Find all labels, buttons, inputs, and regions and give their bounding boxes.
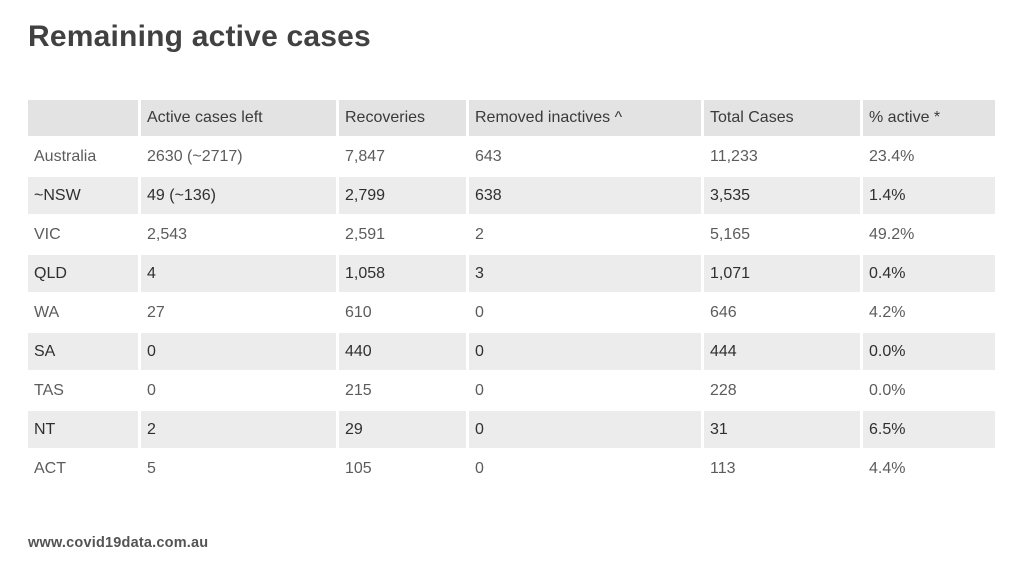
region-cell: ACT	[28, 448, 138, 487]
header-row: Active cases left Recoveries Removed ina…	[28, 100, 995, 136]
table-row-vic: VIC 2,543 2,591 2 5,165 49.2%	[28, 214, 995, 253]
total-cases-cell: 646	[701, 292, 860, 331]
active-cases-cell: 49 (~136)	[138, 175, 336, 214]
active-cases-cell: 2	[138, 409, 336, 448]
active-cases-cell: 2,543	[138, 214, 336, 253]
page-title: Remaining active cases	[28, 20, 371, 53]
active-cases-cell: 5	[138, 448, 336, 487]
table-row-nsw: ~NSW 49 (~136) 2,799 638 3,535 1.4%	[28, 175, 995, 214]
column-header-active-cases-left: Active cases left	[138, 100, 336, 136]
removed-inactives-cell: 638	[466, 175, 701, 214]
total-cases-cell: 3,535	[701, 175, 860, 214]
pct-active-cell: 6.5%	[860, 409, 995, 448]
pct-active-cell: 4.2%	[860, 292, 995, 331]
region-cell: Australia	[28, 136, 138, 175]
table-row-qld: QLD 4 1,058 3 1,071 0.4%	[28, 253, 995, 292]
table-row-tas: TAS 0 215 0 228 0.0%	[28, 370, 995, 409]
recoveries-cell: 2,799	[336, 175, 466, 214]
column-header-pct-active: % active *	[860, 100, 995, 136]
removed-inactives-cell: 0	[466, 370, 701, 409]
table-row-nt: NT 2 29 0 31 6.5%	[28, 409, 995, 448]
removed-inactives-cell: 3	[466, 253, 701, 292]
pct-active-cell: 0.4%	[860, 253, 995, 292]
total-cases-cell: 228	[701, 370, 860, 409]
column-header-region	[28, 100, 138, 136]
active-cases-cell: 27	[138, 292, 336, 331]
total-cases-cell: 444	[701, 331, 860, 370]
recoveries-cell: 29	[336, 409, 466, 448]
recoveries-cell: 105	[336, 448, 466, 487]
region-cell: ~NSW	[28, 175, 138, 214]
active-cases-cell: 4	[138, 253, 336, 292]
cases-table: Active cases left Recoveries Removed ina…	[28, 100, 995, 487]
removed-inactives-cell: 643	[466, 136, 701, 175]
pct-active-cell: 0.0%	[860, 370, 995, 409]
region-cell: WA	[28, 292, 138, 331]
recoveries-cell: 215	[336, 370, 466, 409]
column-header-total-cases: Total Cases	[701, 100, 860, 136]
total-cases-cell: 11,233	[701, 136, 860, 175]
total-cases-cell: 5,165	[701, 214, 860, 253]
region-cell: NT	[28, 409, 138, 448]
region-cell: TAS	[28, 370, 138, 409]
region-cell: SA	[28, 331, 138, 370]
table-row-wa: WA 27 610 0 646 4.2%	[28, 292, 995, 331]
recoveries-cell: 7,847	[336, 136, 466, 175]
pct-active-cell: 4.4%	[860, 448, 995, 487]
total-cases-cell: 113	[701, 448, 860, 487]
table-row-sa: SA 0 440 0 444 0.0%	[28, 331, 995, 370]
recoveries-cell: 2,591	[336, 214, 466, 253]
pct-active-cell: 23.4%	[860, 136, 995, 175]
website-url: www.covid19data.com.au	[28, 535, 209, 551]
table-row-act: ACT 5 105 0 113 4.4%	[28, 448, 995, 487]
recoveries-cell: 610	[336, 292, 466, 331]
pct-active-cell: 49.2%	[860, 214, 995, 253]
recoveries-cell: 1,058	[336, 253, 466, 292]
removed-inactives-cell: 0	[466, 292, 701, 331]
pct-active-cell: 1.4%	[860, 175, 995, 214]
active-cases-cell: 0	[138, 331, 336, 370]
active-cases-cell: 2630 (~2717)	[138, 136, 336, 175]
removed-inactives-cell: 0	[466, 331, 701, 370]
recoveries-cell: 440	[336, 331, 466, 370]
removed-inactives-cell: 0	[466, 409, 701, 448]
removed-inactives-cell: 2	[466, 214, 701, 253]
active-cases-cell: 0	[138, 370, 336, 409]
column-header-removed-inactives: Removed inactives ^	[466, 100, 701, 136]
column-header-recoveries: Recoveries	[336, 100, 466, 136]
pct-active-cell: 0.0%	[860, 331, 995, 370]
total-cases-cell: 31	[701, 409, 860, 448]
table-row-australia: Australia 2630 (~2717) 7,847 643 11,233 …	[28, 136, 995, 175]
total-cases-cell: 1,071	[701, 253, 860, 292]
removed-inactives-cell: 0	[466, 448, 701, 487]
region-cell: QLD	[28, 253, 138, 292]
region-cell: VIC	[28, 214, 138, 253]
